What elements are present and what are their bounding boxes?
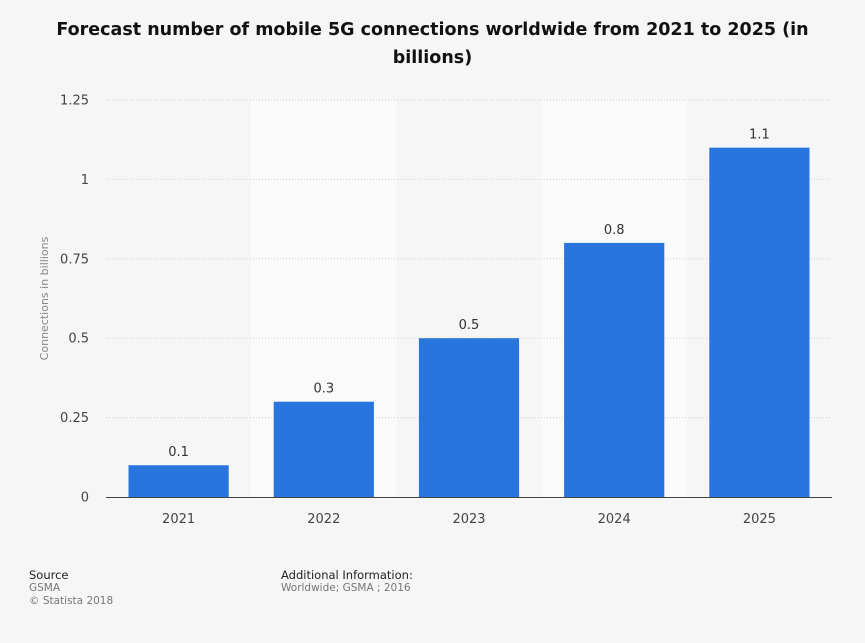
bar-2024 [564, 242, 665, 497]
copyright-line: © Statista 2018 [29, 595, 114, 607]
y-tick-labels: 0 0.25 0.5 0.75 1 1.25 [60, 94, 89, 506]
x-tick-label: 2021 [162, 512, 195, 527]
source-block: Source GSMA © Statista 2018 [29, 569, 113, 608]
bar-2023 [418, 338, 520, 497]
data-label: 0.1 [168, 445, 189, 460]
data-label: 0.8 [604, 223, 625, 238]
bar-2022 [273, 401, 374, 497]
x-tick-label: 2024 [598, 512, 631, 527]
y-tick-label: 0.25 [60, 411, 89, 426]
y-axis-title: Connections in billions [38, 236, 51, 360]
chart-title: Forecast number of mobile 5G connections… [56, 20, 809, 68]
data-label: 1.1 [749, 128, 770, 143]
bar-2025 [709, 147, 810, 497]
data-label: 0.5 [459, 318, 480, 333]
y-tick-label: 0.75 [60, 252, 89, 267]
data-labels: 0.1 0.3 0.5 0.8 1.1 [168, 128, 769, 461]
source-heading: Source [29, 568, 69, 582]
additional-info-line: Worldwide; GSMA ; 2016 [281, 582, 411, 594]
y-tick-label: 1.25 [60, 94, 89, 109]
y-tick-label: 0.5 [68, 332, 89, 347]
bar-2021 [128, 465, 229, 497]
x-tick-label: 2022 [307, 512, 340, 527]
source-line: GSMA [29, 582, 61, 594]
x-tick-labels: 2021 2022 2023 2024 2025 [162, 512, 776, 527]
y-tick-label: 0 [81, 491, 89, 506]
bars [128, 147, 810, 497]
y-tick-label: 1 [81, 173, 89, 188]
data-label: 0.3 [313, 382, 334, 397]
additional-info-heading: Additional Information: [281, 568, 413, 582]
x-tick-label: 2023 [452, 512, 485, 527]
additional-info-block: Additional Information: Worldwide; GSMA … [281, 569, 413, 595]
bar-chart: 0 0.25 0.5 0.75 1 1.25 2021 2022 2023 2024 2025 0… [38, 94, 832, 527]
x-tick-label: 2025 [743, 512, 776, 527]
